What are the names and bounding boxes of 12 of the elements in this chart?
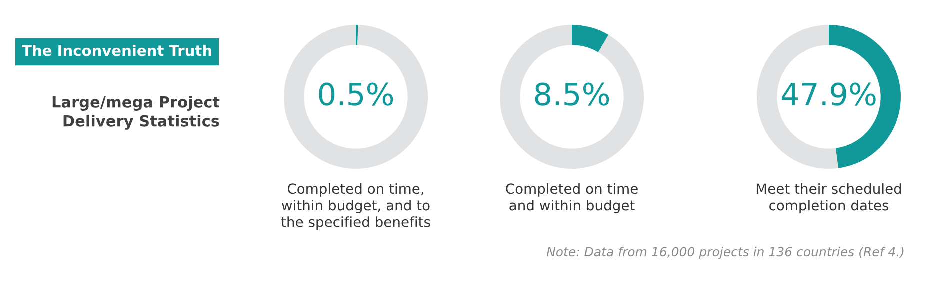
data-label: 0.5% <box>319 82 394 106</box>
donut-slice <box>284 25 428 169</box>
text: Note: Data from 16,000 projects in 136 countries (Ref 4.) <box>546 246 904 260</box>
data-label: 47.9% <box>782 82 876 106</box>
text: Completed on time, within budget, and to the specified benefits <box>281 183 430 230</box>
donut-slice <box>572 25 609 52</box>
donut-slice <box>500 25 644 169</box>
text: Meet their scheduled completion dates <box>756 183 902 214</box>
text: Large/mega Project Delivery Statistics <box>52 96 220 130</box>
text: The Inconvenient Truth <box>22 44 212 56</box>
text: Completed on time and within budget <box>506 183 638 214</box>
data-label: 8.5% <box>535 82 610 106</box>
